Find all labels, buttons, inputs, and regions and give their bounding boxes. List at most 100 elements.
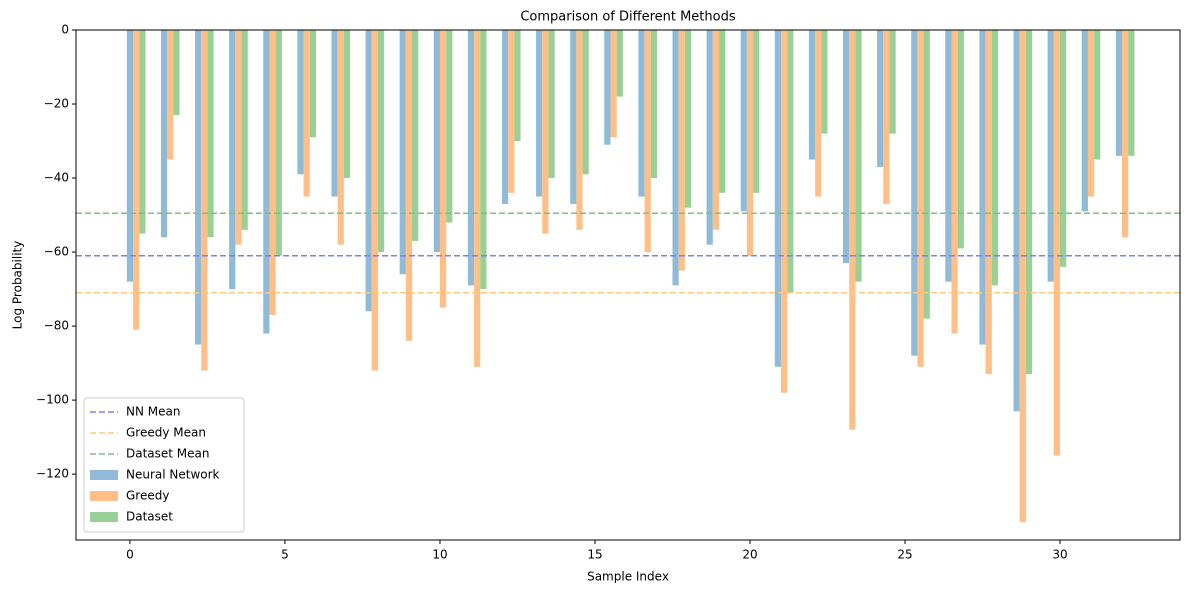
bar — [923, 30, 930, 319]
bar — [229, 30, 236, 290]
bar — [979, 30, 986, 345]
bar — [774, 30, 781, 367]
bar — [991, 30, 999, 286]
bar — [889, 30, 896, 134]
bar — [514, 30, 521, 142]
bar — [604, 30, 611, 145]
x-tick-label: 15 — [587, 548, 602, 562]
legend-patch — [90, 491, 118, 501]
bar — [195, 30, 202, 345]
bar — [160, 30, 168, 238]
bar — [1047, 30, 1054, 282]
bar — [706, 30, 713, 245]
bar — [644, 30, 651, 253]
bar — [911, 30, 918, 356]
legend-label: Greedy — [126, 489, 169, 503]
bar — [883, 30, 890, 204]
bar — [746, 30, 754, 256]
y-tick-label: 0 — [61, 23, 69, 37]
bar — [843, 30, 850, 264]
bar — [269, 30, 276, 315]
x-tick-label: 10 — [432, 548, 447, 562]
bar — [139, 30, 146, 234]
bar — [508, 30, 515, 193]
bar — [446, 30, 453, 223]
bar — [241, 30, 248, 230]
bar — [474, 30, 481, 367]
bar — [1060, 30, 1067, 267]
bar — [650, 30, 657, 179]
bar — [343, 30, 351, 179]
bar — [855, 30, 862, 282]
bar — [570, 30, 577, 204]
legend-label: Greedy Mean — [126, 426, 206, 440]
bar — [207, 30, 214, 238]
bar — [297, 30, 304, 175]
legend-label: Dataset — [126, 510, 173, 524]
y-tick-label: −100 — [36, 393, 69, 407]
bar — [808, 30, 816, 160]
y-tick-label: −80 — [44, 319, 69, 333]
bar — [1128, 30, 1135, 156]
bar — [672, 30, 679, 286]
bar — [787, 30, 794, 293]
bar — [309, 30, 316, 138]
bar — [371, 30, 378, 371]
bar — [126, 30, 134, 282]
bar — [542, 30, 549, 234]
legend-label: Dataset Mean — [126, 447, 210, 461]
bar — [985, 30, 992, 375]
bar — [957, 30, 964, 249]
bar — [740, 30, 747, 212]
bar — [821, 30, 828, 134]
bar — [849, 30, 856, 430]
bar — [1013, 30, 1020, 412]
bar — [412, 30, 419, 241]
bar — [1115, 30, 1123, 156]
x-tick-label: 5 — [281, 548, 289, 562]
bar — [303, 30, 310, 197]
bar — [480, 30, 487, 290]
bar — [173, 30, 180, 116]
y-tick-label: −60 — [44, 245, 69, 259]
bar — [405, 30, 413, 341]
bar — [638, 30, 645, 197]
bar — [582, 30, 589, 175]
bar — [377, 30, 385, 253]
legend-label: NN Mean — [126, 405, 180, 419]
bar — [439, 30, 447, 308]
bar — [1053, 30, 1061, 456]
x-tick-label: 30 — [1052, 548, 1067, 562]
bar — [501, 30, 509, 204]
bar — [201, 30, 208, 371]
bar — [399, 30, 406, 275]
bar — [753, 30, 760, 193]
plot-frame — [75, 29, 1181, 541]
bar — [1122, 30, 1129, 238]
y-axis-label: Log Probability — [11, 241, 25, 330]
y-tick-label: −120 — [36, 467, 69, 481]
bar — [678, 30, 685, 271]
bar — [1094, 30, 1101, 160]
bar — [365, 30, 372, 312]
legend-label: Neural Network — [126, 468, 220, 482]
bar — [1087, 30, 1095, 197]
bar — [712, 30, 719, 230]
x-tick-label: 25 — [897, 548, 912, 562]
bar — [337, 30, 344, 245]
legend-patch — [90, 512, 118, 522]
legend-frame — [83, 397, 245, 533]
legend-patch — [90, 470, 118, 480]
bar — [945, 30, 952, 282]
bar — [536, 30, 543, 197]
bar — [1025, 30, 1033, 375]
bar — [610, 30, 617, 138]
bar — [548, 30, 555, 179]
bar — [877, 30, 884, 167]
bar — [235, 30, 242, 245]
bar — [1019, 30, 1026, 523]
bar — [263, 30, 270, 334]
bar — [616, 30, 623, 97]
bar — [433, 30, 440, 253]
